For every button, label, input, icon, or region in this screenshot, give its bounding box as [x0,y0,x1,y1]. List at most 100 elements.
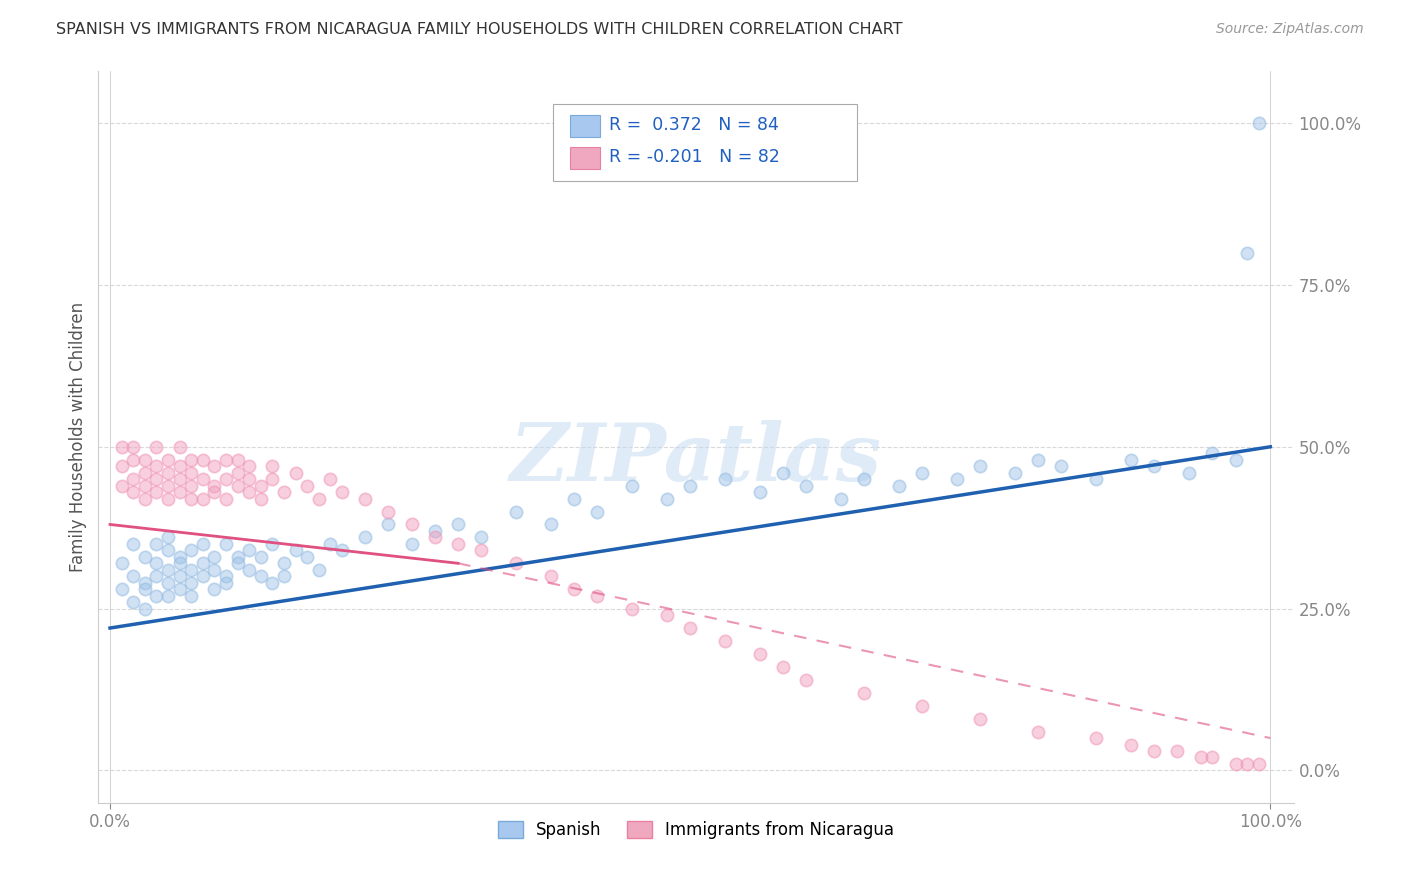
Point [180,466,202,480]
Point [204,478,226,492]
Point [284,466,307,480]
Point [1201,446,1223,460]
Point [238,472,260,486]
Point [1247,116,1270,130]
Point [540,517,562,532]
Point [134,582,156,597]
Point [145,485,167,500]
Point [145,569,167,583]
Point [111,459,134,474]
Point [354,491,377,506]
Point [284,543,307,558]
Point [134,575,156,590]
Point [250,478,273,492]
Point [1225,756,1247,771]
Point [191,537,214,551]
Point [180,543,202,558]
Point [169,549,191,564]
Point [273,557,295,571]
Text: Source: ZipAtlas.com: Source: ZipAtlas.com [1216,22,1364,37]
FancyBboxPatch shape [553,104,858,181]
Point [215,472,238,486]
Point [145,459,167,474]
Point [111,440,134,454]
Point [157,530,180,544]
Point [262,575,284,590]
Point [191,491,214,506]
Point [1085,472,1108,486]
Point [586,504,609,518]
Y-axis label: Family Households with Children: Family Households with Children [69,302,87,572]
Point [169,472,191,486]
Point [122,440,145,454]
Point [215,569,238,583]
Point [447,537,470,551]
Text: SPANISH VS IMMIGRANTS FROM NICARAGUA FAMILY HOUSEHOLDS WITH CHILDREN CORRELATION: SPANISH VS IMMIGRANTS FROM NICARAGUA FAM… [56,22,903,37]
Point [134,491,156,506]
Point [204,459,226,474]
Point [180,478,202,492]
Point [297,478,319,492]
Point [215,537,238,551]
Point [1201,750,1223,764]
Point [238,459,260,474]
Point [262,472,284,486]
Text: ZIPatlas: ZIPatlas [510,420,882,498]
Point [354,530,377,544]
Point [319,537,342,551]
Point [1026,724,1049,739]
Point [1050,459,1073,474]
Point [1004,466,1026,480]
Point [250,491,273,506]
Point [180,575,202,590]
Point [145,557,167,571]
Point [830,491,852,506]
Point [122,472,145,486]
Point [1178,466,1201,480]
Point [157,563,180,577]
Point [122,537,145,551]
Point [308,563,330,577]
Point [262,537,284,551]
Point [853,686,876,700]
Point [215,491,238,506]
Point [215,452,238,467]
Point [969,459,991,474]
Point [969,712,991,726]
Point [401,537,423,551]
Point [122,452,145,467]
Point [157,543,180,558]
Point [679,478,702,492]
Point [226,478,249,492]
Point [122,569,145,583]
Bar [571,146,600,169]
Point [122,595,145,609]
Point [204,485,226,500]
Point [1143,459,1166,474]
Point [946,472,969,486]
Point [157,452,180,467]
Point [470,530,492,544]
Point [273,485,295,500]
Point [562,582,585,597]
Point [157,575,180,590]
Point [238,563,260,577]
Point [157,589,180,603]
Point [111,582,134,597]
Point [134,452,156,467]
Point [447,517,470,532]
Point [145,472,167,486]
Point [714,634,737,648]
Point [204,563,226,577]
Point [377,504,399,518]
Point [621,478,644,492]
Point [191,472,214,486]
Point [562,491,585,506]
Point [111,478,134,492]
Point [273,569,295,583]
Point [226,557,249,571]
Point [887,478,910,492]
Point [1225,452,1247,467]
Point [586,589,609,603]
Point [169,459,191,474]
